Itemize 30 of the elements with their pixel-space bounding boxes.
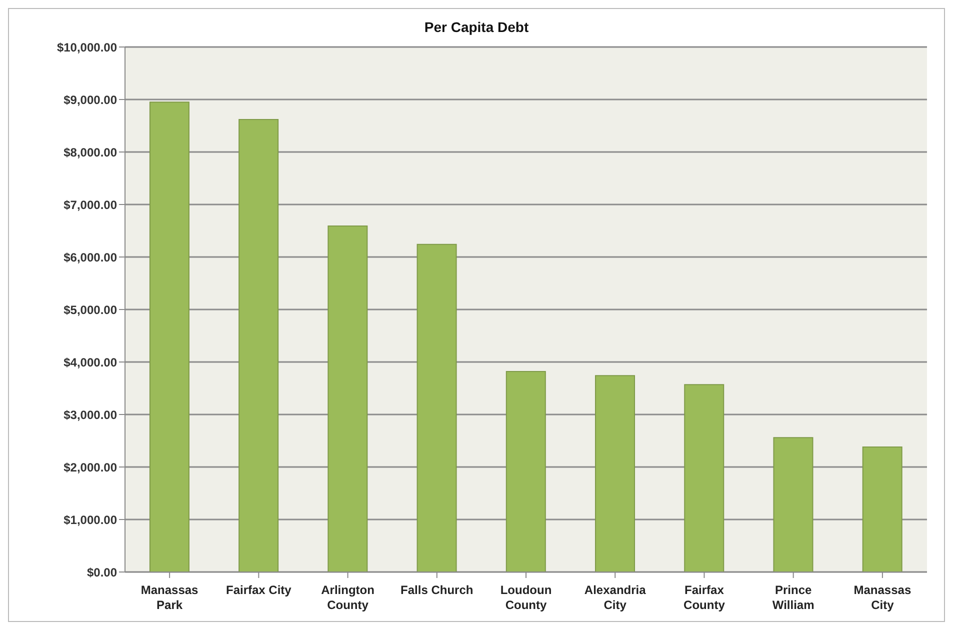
x-tick-label: Arlington County bbox=[321, 583, 374, 612]
y-tick-label: $0.00 bbox=[86, 565, 118, 580]
x-tick-label: Loudoun County bbox=[500, 583, 552, 612]
y-tick-label: $9,000.00 bbox=[64, 92, 118, 107]
x-tick-label: Fairfax City bbox=[226, 583, 292, 597]
x-tick-label: Manassas Park bbox=[140, 583, 199, 612]
y-tick-label: $3,000.00 bbox=[64, 408, 118, 422]
bar bbox=[862, 446, 902, 572]
x-tick-label: Alexandria City bbox=[584, 583, 646, 612]
bar bbox=[773, 437, 814, 572]
chart-title: Per Capita Debt bbox=[423, 19, 530, 35]
x-tick-label: Falls Church bbox=[400, 583, 474, 597]
bar bbox=[684, 384, 724, 572]
bar bbox=[149, 102, 190, 572]
y-tick-label: $2,000.00 bbox=[64, 460, 118, 474]
bar bbox=[416, 244, 457, 572]
y-tick-label: $1,000.00 bbox=[64, 512, 118, 527]
bar bbox=[328, 226, 368, 572]
y-tick-label: $7,000.00 bbox=[64, 198, 118, 212]
y-tick-label: $4,000.00 bbox=[64, 355, 118, 370]
y-tick-label: $5,000.00 bbox=[64, 302, 118, 317]
bar bbox=[506, 370, 546, 572]
y-tick-label: $10,000.00 bbox=[56, 40, 118, 54]
x-tick-label: Manassas City bbox=[854, 583, 912, 612]
bar bbox=[238, 118, 279, 572]
y-tick-label: $8,000.00 bbox=[64, 145, 118, 160]
y-tick-label: $6,000.00 bbox=[64, 250, 118, 264]
x-tick-label: Prince William bbox=[772, 583, 814, 612]
bar bbox=[595, 375, 636, 572]
x-tick-label: Fairfax County bbox=[684, 583, 726, 612]
